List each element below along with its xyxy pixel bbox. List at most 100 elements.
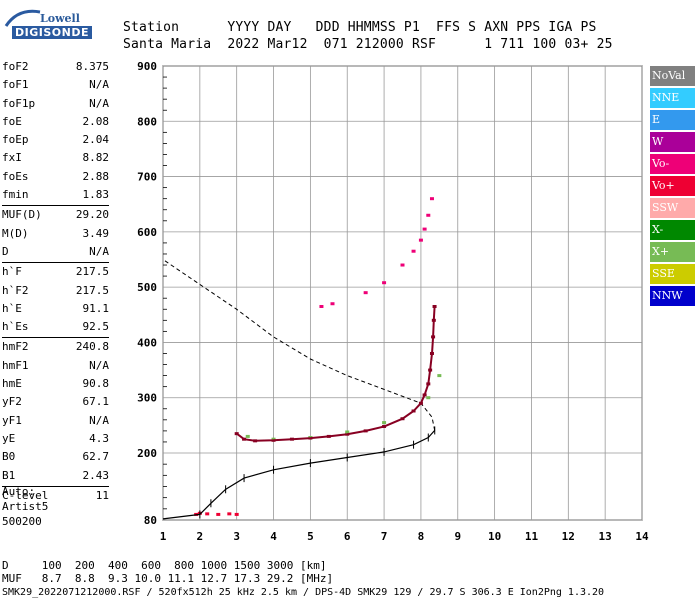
legend-item-vo: Vo-	[650, 154, 695, 174]
x-tick-label: 14	[635, 530, 649, 543]
trace-point	[426, 213, 431, 217]
trace-point	[429, 197, 434, 201]
legend-item-x: X+	[650, 242, 695, 262]
param-name: foF1p	[2, 96, 36, 110]
x-tick-label: 11	[525, 530, 539, 543]
legend-item-e: E	[650, 110, 695, 130]
param-name: hmE	[2, 377, 22, 391]
param-row: foF1 N/A	[2, 76, 109, 94]
param-row: foE 2.08	[2, 113, 109, 131]
y-tick-label: 300	[137, 392, 157, 405]
param-name: MUF(D)	[2, 208, 42, 222]
file-info: SMK29_2022071212000.RSF / 520fx512h 25 k…	[2, 587, 605, 598]
param-name: yF1	[2, 413, 22, 427]
y-tick-label: 600	[137, 226, 157, 239]
autoscaling-info: Auto: Artist5 500200	[2, 484, 48, 529]
trace-point	[422, 227, 427, 231]
param-value: 92.5	[82, 320, 110, 334]
x-tick-label: 5	[307, 530, 314, 543]
logo-lowell: Lowell	[40, 12, 80, 25]
legend-item-sse: SSE	[650, 264, 695, 284]
y-tick-label: 800	[137, 115, 157, 128]
y-tick-label: 400	[137, 336, 157, 349]
legend-item-nne: NNE	[650, 88, 695, 108]
param-row: C-level 11	[2, 487, 109, 505]
param-name: D	[2, 244, 9, 258]
param-value: 3.49	[82, 226, 110, 240]
param-value: 90.8	[82, 377, 110, 391]
x-tick-label: 1	[160, 530, 167, 543]
param-value: N/A	[89, 244, 109, 258]
param-value: 8.375	[75, 60, 109, 73]
trace-point	[319, 304, 324, 308]
param-name: h`E	[2, 301, 22, 315]
param-name: hmF1	[2, 358, 29, 372]
o-trace-line	[236, 306, 436, 442]
profile-solid-line	[162, 429, 436, 520]
param-value: N/A	[89, 413, 109, 427]
param-row: hmE 90.8	[2, 375, 109, 393]
param-name: C-level	[2, 488, 49, 502]
param-separator	[2, 205, 109, 207]
param-value: 8.82	[82, 151, 110, 165]
param-value: 2.43	[82, 468, 110, 482]
param-value: 2.08	[82, 114, 110, 128]
trace-point	[418, 238, 423, 242]
param-row: h`F 217.5	[2, 263, 109, 281]
plot-frame	[162, 65, 643, 521]
param-name: fxI	[2, 151, 22, 165]
param-separator	[2, 262, 109, 264]
y-tick-label: 900	[137, 60, 157, 73]
header-values: Santa Maria 2022 Mar12 071 212000 RSF 1 …	[123, 37, 613, 52]
ionospheric-parameters: foF2 8.375 foF1 N/A foF1p N/A foE 2.08 foEp 2.04 f…	[2, 58, 109, 505]
param-value: 62.7	[82, 450, 110, 464]
x-tick-label: 13	[599, 530, 612, 543]
param-value: 29.20	[75, 208, 109, 222]
param-row: foF2 8.375	[2, 58, 109, 76]
y-tick-label: 80	[144, 514, 157, 527]
distance-row: D 100 200 400 600 800 1000 1500 3000 [km…	[2, 559, 327, 572]
param-row: h`F2 217.5	[2, 282, 109, 300]
param-name: fmin	[2, 188, 29, 202]
trace-point	[216, 512, 221, 516]
logo-digisonde: DIGISONDE	[12, 26, 92, 39]
param-row: foEs 2.88	[2, 168, 109, 186]
param-value: 217.5	[75, 265, 109, 279]
param-value: 217.5	[75, 283, 109, 297]
param-row: yF2 67.1	[2, 393, 109, 411]
legend-item-ssw: SSW	[650, 198, 695, 218]
trace-point	[437, 374, 442, 378]
param-value: N/A	[89, 358, 109, 372]
param-row: yF1 N/A	[2, 412, 109, 430]
param-row: hmF1 N/A	[2, 357, 109, 375]
param-value: 2.04	[82, 133, 110, 147]
x-tick-label: 4	[270, 530, 277, 543]
trace-point	[345, 430, 350, 434]
param-name: hmF2	[2, 340, 29, 354]
trace-point	[432, 304, 437, 308]
param-row: h`E 91.1	[2, 300, 109, 318]
trace-point	[382, 421, 387, 425]
legend-item-vo: Vo+	[650, 176, 695, 196]
param-row: foEp 2.04	[2, 131, 109, 149]
x-tick-label: 7	[381, 530, 388, 543]
param-name: foEs	[2, 169, 29, 183]
param-row: MUF(D) 29.20	[2, 206, 109, 224]
param-name: foEp	[2, 133, 29, 147]
param-row: yE 4.3	[2, 430, 109, 448]
param-value: 11	[95, 488, 109, 502]
param-name: B0	[2, 450, 16, 464]
param-row: hmF2 240.8	[2, 338, 109, 356]
x-tick-label: 2	[197, 530, 204, 543]
trace-point	[382, 281, 387, 285]
param-name: h`F	[2, 265, 22, 279]
x-tick-label: 6	[344, 530, 351, 543]
param-value: 2.88	[82, 169, 110, 183]
trace-point	[205, 512, 210, 516]
trace-point	[330, 302, 335, 306]
y-tick-label: 700	[137, 171, 157, 184]
param-name: foF1	[2, 78, 29, 92]
header-labels: Station YYYY DAY DDD HHMMSS P1 FFS S AXN…	[123, 20, 597, 35]
param-value: 67.1	[82, 395, 110, 409]
param-value: 240.8	[75, 340, 109, 354]
